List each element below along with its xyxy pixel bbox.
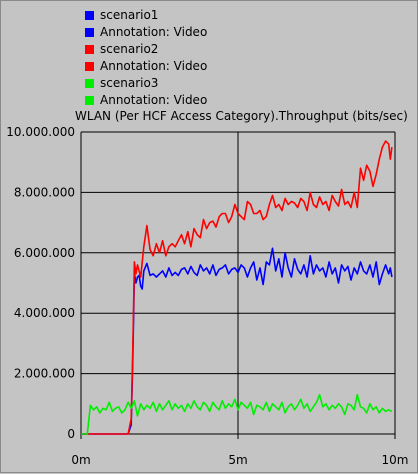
series-line-scenario1	[81, 247, 393, 435]
x-tick-label: 0m	[71, 453, 90, 467]
legend-item-scenario1: scenario1	[85, 7, 207, 24]
legend-item-annotation-1: Annotation: Video	[85, 24, 207, 41]
legend-label: scenario3	[100, 76, 159, 90]
legend-label: Annotation: Video	[100, 59, 208, 73]
legend-swatch	[85, 96, 94, 105]
x-tick-label: 5m	[228, 453, 247, 467]
y-tick-label: 6.000.000	[14, 246, 75, 260]
x-tick-label: 10m	[382, 453, 409, 467]
y-tick-label: 0	[67, 427, 75, 441]
legend-swatch	[85, 11, 94, 20]
chart-title: WLAN (Per HCF Access Category).Throughpu…	[75, 109, 408, 123]
y-tick-label: 10.000.000	[6, 125, 75, 139]
legend-label: Annotation: Video	[100, 93, 208, 107]
series-line-scenario2	[81, 140, 393, 435]
y-tick-label: 2.000.000	[14, 367, 75, 381]
legend-item-scenario2: scenario2	[85, 41, 207, 58]
legend-item-annotation-3: Annotation: Video	[85, 92, 207, 109]
legend-swatch	[85, 28, 94, 37]
legend-swatch	[85, 79, 94, 88]
legend: scenario1 Annotation: Video scenario2 An…	[85, 7, 207, 109]
series-line-scenario3	[81, 393, 393, 435]
legend-item-scenario3: scenario3	[85, 75, 207, 92]
legend-item-annotation-2: Annotation: Video	[85, 58, 207, 75]
legend-label: Annotation: Video	[100, 25, 208, 39]
legend-swatch	[85, 45, 94, 54]
legend-swatch	[85, 62, 94, 71]
legend-label: scenario2	[100, 42, 159, 56]
y-tick-label: 4.000.000	[14, 306, 75, 320]
legend-label: scenario1	[100, 8, 159, 22]
y-tick-label: 8.000.000	[14, 185, 75, 199]
